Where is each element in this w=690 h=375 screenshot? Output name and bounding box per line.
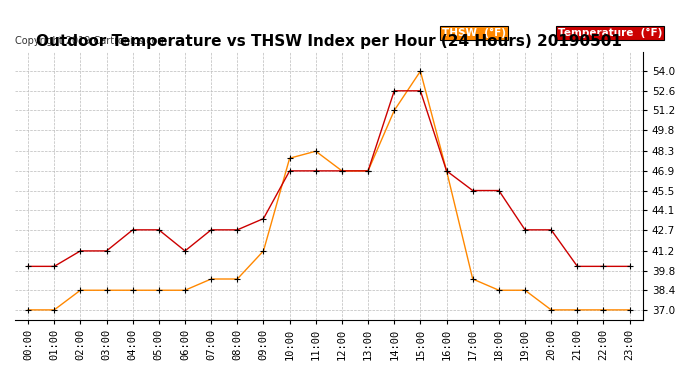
Text: THSW  (°F): THSW (°F) — [442, 28, 506, 38]
Text: Temperature  (°F): Temperature (°F) — [558, 28, 662, 38]
Text: Copyright 2019 Cartronics.com: Copyright 2019 Cartronics.com — [15, 36, 167, 46]
Title: Outdoor Temperature vs THSW Index per Hour (24 Hours) 20190501: Outdoor Temperature vs THSW Index per Ho… — [36, 34, 622, 49]
